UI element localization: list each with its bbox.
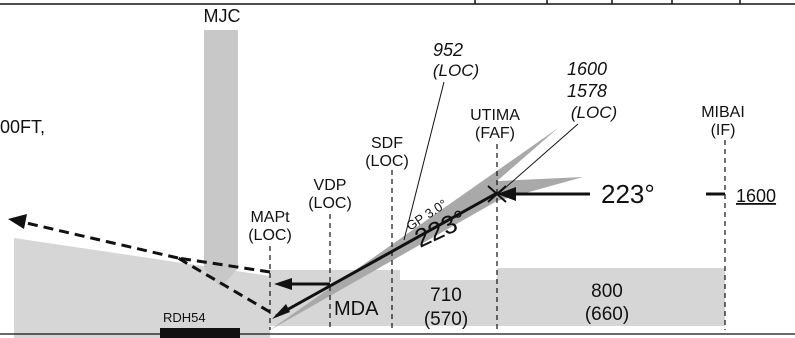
if-name: MIBAI: [701, 104, 745, 121]
mjc-label: MJC: [204, 6, 241, 26]
minima-2-height: (660): [585, 304, 629, 325]
vdp-name: VDP: [314, 177, 347, 194]
sdf-altitude-source: (LOC): [433, 61, 479, 80]
missed-approach-arrowhead: [8, 214, 27, 229]
mjc-navaid-bar: [204, 30, 238, 288]
if-altitude: 1600: [736, 186, 776, 206]
rdh-label: RDH54: [163, 310, 206, 325]
inbound-course-label: 223°: [601, 179, 655, 209]
minima-1-height: (570): [424, 309, 468, 330]
mda-label: MDA: [334, 298, 379, 320]
faf-altitude-source: (LOC): [571, 103, 617, 122]
sdf-altitude: 952: [433, 40, 463, 60]
faf-name: UTIMA: [470, 107, 520, 124]
top-table-border: [0, 0, 795, 4]
mapt-name: MAPt: [250, 209, 290, 226]
faf-altitude-2: 1578: [567, 81, 607, 101]
runway-threshold-bar: [160, 328, 240, 338]
minima-1-altitude: 710: [430, 285, 462, 306]
if-type: (IF): [711, 122, 736, 139]
minima-2-altitude: 800: [591, 281, 623, 302]
faf-type: (FAF): [475, 125, 515, 142]
faf-altitude-1: 1600: [567, 59, 607, 79]
mapt-type: (LOC): [248, 227, 292, 244]
sdf-name: SDF: [371, 135, 403, 152]
sdf-type: (LOC): [365, 153, 409, 170]
vdp-type: (LOC): [308, 195, 352, 212]
left-note: 00FT,: [0, 117, 45, 137]
